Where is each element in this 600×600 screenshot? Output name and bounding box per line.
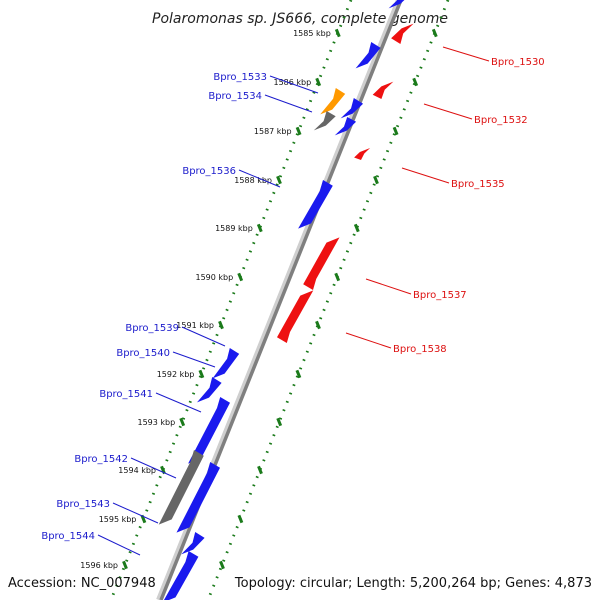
scale-tick-label: 1585 kbp xyxy=(293,29,331,38)
scale-tick-label: 1589 kbp xyxy=(215,224,253,233)
scale-tick-label: 1592 kbp xyxy=(157,370,195,379)
scale-tick-label: 1586 kbp xyxy=(273,78,311,87)
scale-tick-left xyxy=(122,560,128,570)
scale-tick-right xyxy=(276,417,283,427)
gene-label-leader xyxy=(269,75,319,94)
gene-label-forward: Bpro_1533 xyxy=(213,72,267,83)
gene-forward-1585 xyxy=(355,42,381,69)
gene-1542 xyxy=(158,450,204,525)
scale-tick-right xyxy=(431,28,438,38)
gene-1537 xyxy=(303,237,340,290)
scale-tick-right xyxy=(219,560,225,570)
scale-tick-right xyxy=(237,514,244,524)
gene-1539 xyxy=(212,348,240,379)
scale-tick-left xyxy=(295,126,302,136)
scale-tick-right xyxy=(412,77,419,87)
gene-1544b xyxy=(163,551,199,600)
gene-1543 xyxy=(176,462,220,533)
gene-label-leader xyxy=(442,46,490,62)
scale-tick-label: 1587 kbp xyxy=(254,127,292,136)
gene-rna-1533 xyxy=(320,88,346,115)
gene-label-leader xyxy=(238,169,281,188)
gene-label-leader xyxy=(181,326,226,347)
gene-label-leader xyxy=(155,392,202,413)
scale-tick-left xyxy=(256,223,263,233)
gene-label-reverse: Bpro_1537 xyxy=(413,290,467,301)
gene-label-leader xyxy=(97,534,141,556)
gene-label-forward: Bpro_1542 xyxy=(74,454,128,465)
gene-1540 xyxy=(197,377,222,403)
scale-tick-left xyxy=(179,417,186,427)
scale-tick-left xyxy=(218,320,224,330)
gene-label-forward: Bpro_1540 xyxy=(116,348,170,359)
scale-tick-label: 1595 kbp xyxy=(99,515,137,524)
scale-tick-right xyxy=(315,320,321,330)
gene-label-leader xyxy=(345,332,392,349)
scale-tick-right xyxy=(334,272,341,282)
scale-tick-label: 1588 kbp xyxy=(234,176,272,185)
scale-tick-right xyxy=(373,175,379,185)
scale-tick-label: 1593 kbp xyxy=(137,418,175,427)
scale-tick-left xyxy=(334,28,341,38)
gene-label-leader xyxy=(112,502,159,524)
gene-1536 xyxy=(298,180,333,229)
scale-dots-right xyxy=(206,0,450,600)
gene-label-forward: Bpro_1544 xyxy=(41,531,95,542)
gene-label-forward: Bpro_1541 xyxy=(99,389,153,400)
scale-tick-label: 1590 kbp xyxy=(195,273,233,282)
gene-1532 xyxy=(372,81,394,99)
scale-tick-left xyxy=(237,272,244,282)
scale-tick-right xyxy=(295,369,302,379)
gene-label-reverse: Bpro_1538 xyxy=(393,344,447,355)
scale-tick-label: 1591 kbp xyxy=(176,321,214,330)
scale-tick-left xyxy=(315,77,322,87)
scale-tick-right xyxy=(392,126,399,136)
gene-pseudo-1534 xyxy=(313,111,336,131)
gene-label-reverse: Bpro_1530 xyxy=(491,57,545,68)
accession-text: Accession: NC_007948 xyxy=(8,576,156,591)
gene-label-forward: Bpro_1536 xyxy=(182,166,236,177)
genome-title: Polaromonas sp. JS666, complete genome xyxy=(152,11,448,27)
gene-forward-1586a xyxy=(340,98,364,119)
gene-label-forward: Bpro_1539 xyxy=(125,323,179,334)
gene-1530 xyxy=(391,23,414,44)
gene-label-leader xyxy=(423,103,473,120)
gene-forward-1586b xyxy=(334,117,357,136)
gene-1541 xyxy=(188,397,230,464)
scale-tick-left xyxy=(198,369,205,379)
scale-tick-label: 1594 kbp xyxy=(118,466,156,475)
scale-tick-left xyxy=(276,175,282,185)
gene-label-forward: Bpro_1543 xyxy=(56,499,110,510)
scale-tick-right xyxy=(257,465,263,475)
genome-summary-text: Topology: circular; Length: 5,200,264 bp… xyxy=(234,576,592,591)
gene-1538 xyxy=(277,290,314,343)
scale-dots-left xyxy=(109,0,353,600)
gene-label-reverse: Bpro_1532 xyxy=(474,115,528,126)
gene-label-reverse: Bpro_1535 xyxy=(451,179,505,190)
gene-label-leader xyxy=(365,278,412,295)
gene-1544a xyxy=(181,532,205,555)
gene-label-leader xyxy=(264,94,313,113)
scale-tick-right xyxy=(353,223,360,233)
gene-1535 xyxy=(354,148,371,160)
gene-label-leader xyxy=(130,457,177,479)
gene-label-leader xyxy=(401,167,450,184)
gene-label-leader xyxy=(172,351,216,368)
gene-label-forward: Bpro_1534 xyxy=(208,91,262,102)
gene-forward-top xyxy=(388,0,405,9)
scale-tick-label: 1596 kbp xyxy=(80,561,118,570)
